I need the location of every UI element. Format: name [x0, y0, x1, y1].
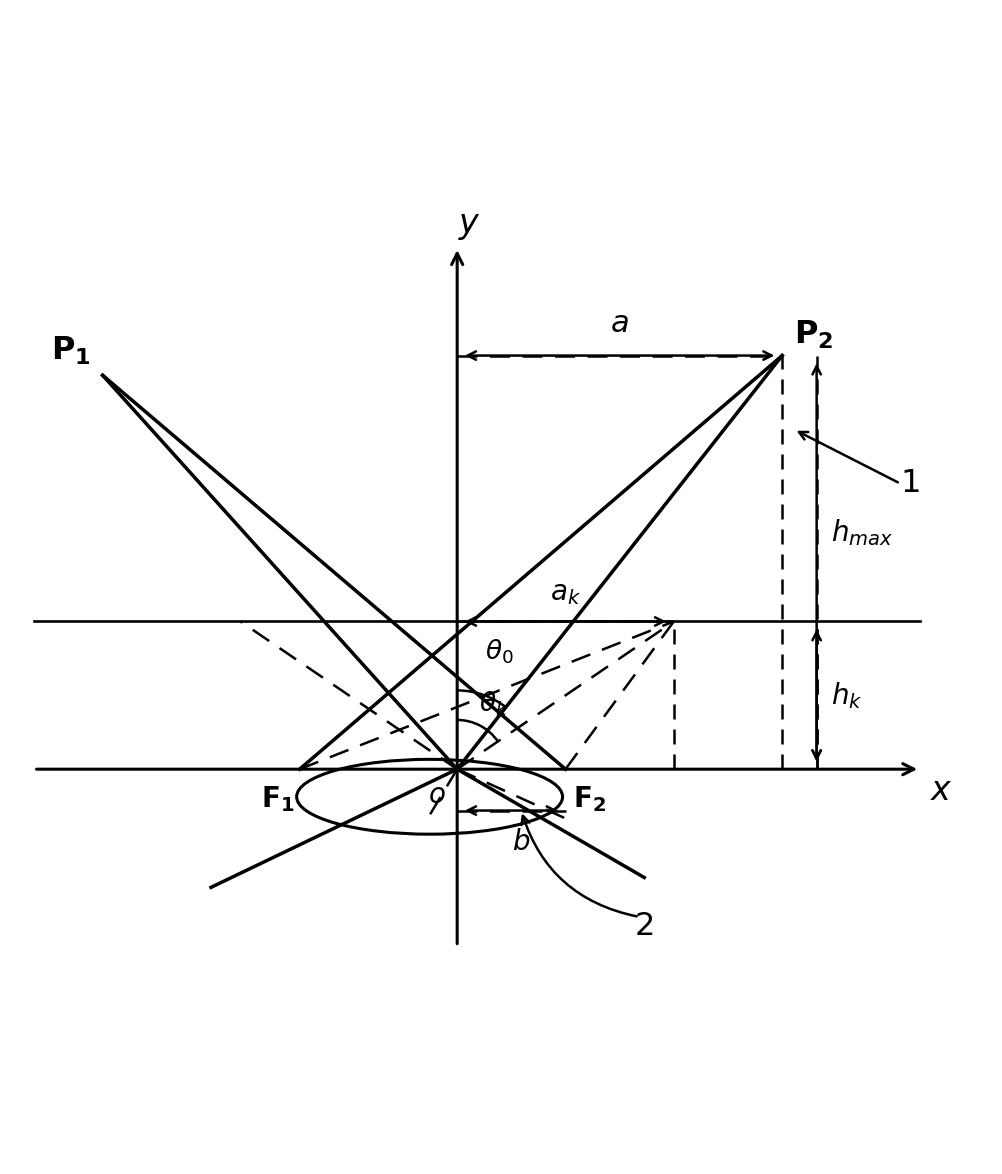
Text: $\it{y}$: $\it{y}$ [457, 209, 480, 242]
Text: $\it{h}_{\mathit{max}}$: $\it{h}_{\mathit{max}}$ [831, 518, 893, 548]
Text: $\mathbf{P_2}$: $\mathbf{P_2}$ [794, 318, 833, 351]
Text: $\it{a}$: $\it{a}$ [610, 309, 628, 338]
Text: $\it{b}$: $\it{b}$ [512, 829, 530, 856]
Text: $\theta_0$: $\theta_0$ [484, 637, 513, 666]
Text: $1$: $1$ [900, 468, 919, 499]
Text: $2$: $2$ [634, 911, 653, 943]
Text: $\it{o}$: $\it{o}$ [427, 781, 445, 809]
Text: $\mathbf{F_2}$: $\mathbf{F_2}$ [573, 784, 606, 814]
Text: $\it{x}$: $\it{x}$ [929, 774, 952, 807]
Text: $\theta_{\it{k}}$: $\theta_{\it{k}}$ [478, 689, 508, 718]
Text: $\it{a}_{\it{k}}$: $\it{a}_{\it{k}}$ [549, 579, 580, 607]
Text: $\mathbf{F_1}$: $\mathbf{F_1}$ [261, 784, 295, 814]
Text: $\it{h}_{\it{k}}$: $\it{h}_{\it{k}}$ [831, 680, 862, 710]
Text: $\mathbf{P_1}$: $\mathbf{P_1}$ [51, 335, 91, 367]
